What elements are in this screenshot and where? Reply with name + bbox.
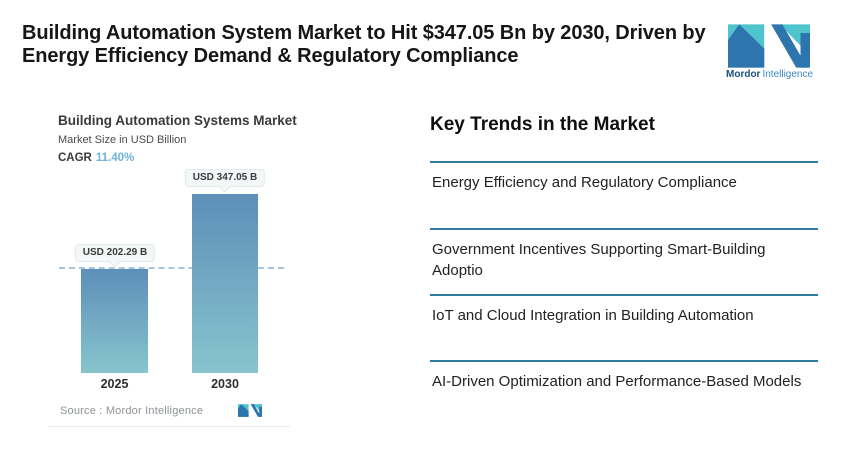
trends-heading: Key Trends in the Market	[430, 114, 655, 135]
trend-item: Government Incentives Supporting Smart-B…	[430, 228, 818, 294]
brand-name: Mordor Intelligence	[726, 69, 814, 80]
dashed-reference-line	[59, 267, 284, 269]
mordor-intelligence-logo-icon	[728, 24, 810, 68]
x-axis-labels: 2025 2030	[58, 377, 350, 397]
source-label: Source : Mordor Intelligence	[60, 404, 204, 417]
bar-2030	[192, 194, 258, 373]
cagr-value: 11.40%	[95, 152, 135, 164]
chart-title: Building Automation Systems Market	[58, 113, 297, 128]
value-label-2030: USD 347.05 B	[184, 169, 266, 187]
bar-chart-plot: USD 202.29 B USD 347.05 B	[58, 169, 350, 373]
source-logo-icon	[238, 404, 262, 417]
trend-item: AI-Driven Optimization and Performance-B…	[430, 360, 818, 392]
market-size-chart: Building Automation Systems Market Marke…	[48, 112, 350, 427]
page-title: Building Automation System Market to Hit…	[22, 22, 706, 67]
cagr-label: CAGR	[58, 152, 92, 164]
trend-item: Energy Efficiency and Regulatory Complia…	[430, 161, 818, 228]
key-trends-panel: Key Trends in the Market Energy Efficien…	[430, 112, 818, 392]
axis-label-2030: 2030	[211, 377, 239, 391]
value-label-2025: USD 202.29 B	[74, 244, 156, 262]
cagr-row: CAGR 11.40%	[58, 151, 350, 166]
brand-name-bold: Mordor	[726, 69, 761, 80]
chart-subtitle: Market Size in USD Billion	[58, 134, 187, 146]
trend-item: IoT and Cloud Integration in Building Au…	[430, 294, 818, 360]
brand-name-light: Intelligence	[762, 69, 814, 80]
source-row: Source : Mordor Intelligence	[48, 404, 290, 427]
brand-logo: Mordor Intelligence	[726, 24, 814, 80]
bar-2025	[81, 269, 148, 373]
axis-label-2025: 2025	[100, 377, 129, 391]
